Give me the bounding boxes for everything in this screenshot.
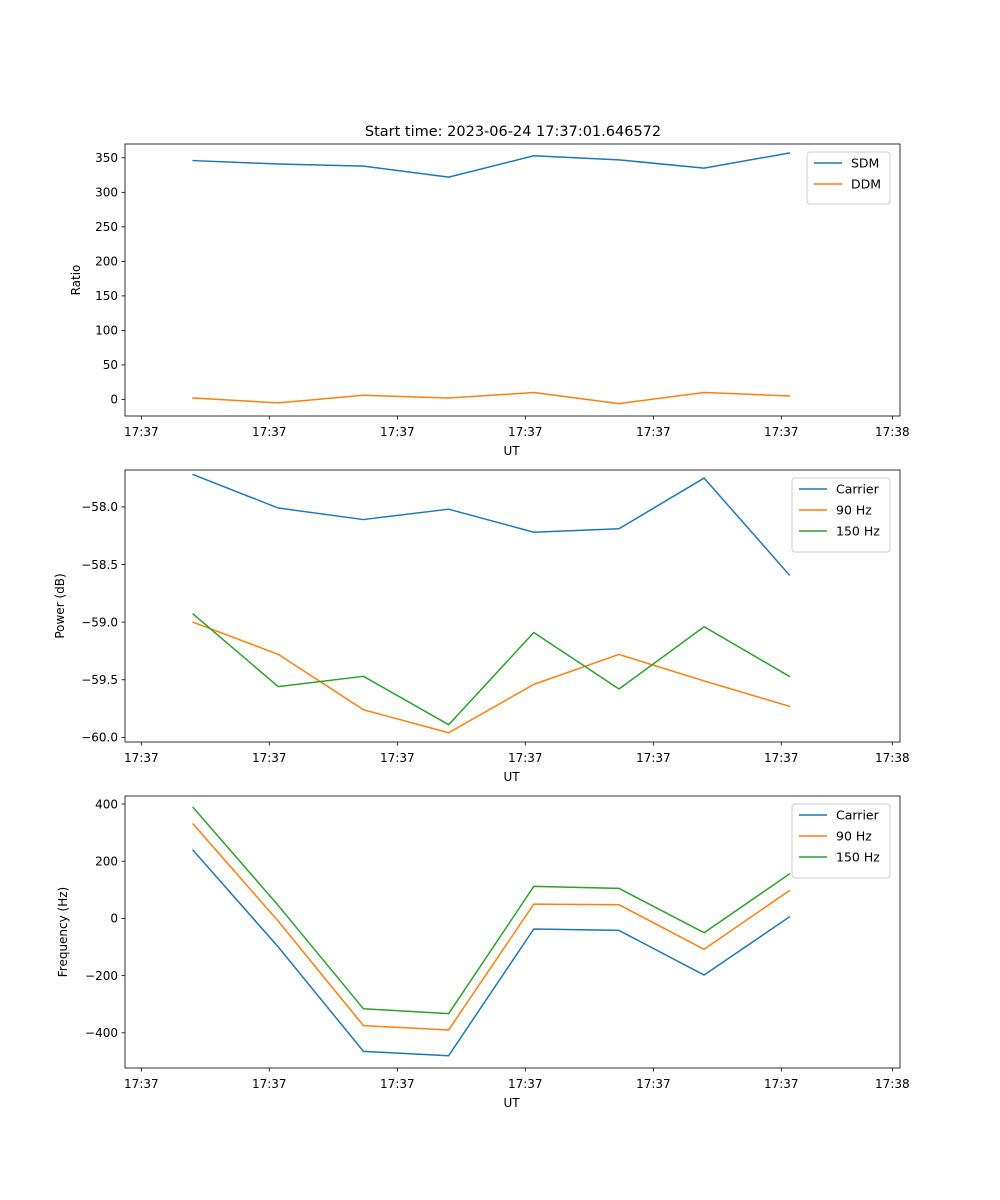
series-line-1-2 (192, 391, 791, 405)
x-tick-label-2-4: 17:37 (508, 751, 543, 765)
y-tick-label-1-3: 100 (95, 324, 118, 338)
legend-label-1-2: DDM (851, 177, 881, 192)
y-tick-label-1-8: 350 (95, 151, 118, 165)
x-tick-label-3-5: 17:37 (636, 1077, 671, 1091)
legend-label-3-3: 150 Hz (836, 850, 880, 865)
y-axis-label-2: Power (dB) (53, 573, 67, 638)
y-tick-label-1-7: 300 (95, 186, 118, 200)
y-tick-label-3-2: −200 (85, 969, 118, 983)
series-line-1-1 (192, 152, 791, 178)
x-tick-label-2-1: 17:37 (124, 751, 159, 765)
series-line-3-1 (192, 849, 791, 1057)
x-tick-label-2-3: 17:37 (380, 751, 415, 765)
x-tick-label-2-2: 17:37 (252, 751, 287, 765)
x-tick-label-3-2: 17:37 (252, 1077, 287, 1091)
legend-box-1 (806, 151, 891, 205)
x-axis-label-2: UT (503, 770, 520, 784)
y-axis-label-3: Frequency (Hz) (56, 887, 70, 978)
legend-label-2-2: 90 Hz (836, 503, 872, 518)
x-tick-label-3-3: 17:37 (380, 1077, 415, 1091)
series-line-2-3 (192, 613, 791, 726)
y-tick-label-3-5: 400 (95, 797, 118, 811)
legend-label-2-1: Carrier (836, 482, 880, 497)
x-tick-label-1-1: 17:37 (124, 425, 159, 439)
y-tick-label-2-3: −59.0 (81, 615, 118, 629)
y-tick-label-3-4: 200 (95, 855, 118, 869)
x-axis-label-1: UT (503, 444, 520, 458)
y-tick-label-1-6: 250 (95, 220, 118, 234)
x-tick-label-2-7: 17:38 (875, 751, 910, 765)
y-tick-label-1-1: 0 (110, 393, 118, 407)
y-tick-label-1-5: 200 (95, 255, 118, 269)
y-axis-label-1: Ratio (69, 265, 83, 296)
x-tick-label-3-7: 17:38 (875, 1077, 910, 1091)
axes-frame-3 (124, 795, 901, 1069)
y-tick-label-2-5: −58.0 (81, 500, 118, 514)
series-line-2-2 (192, 621, 791, 734)
y-tick-label-2-1: −60.0 (81, 731, 118, 745)
series-line-3-3 (192, 806, 791, 1015)
x-tick-label-2-6: 17:37 (764, 751, 799, 765)
y-tick-label-1-2: 50 (103, 358, 118, 372)
x-tick-label-3-4: 17:37 (508, 1077, 543, 1091)
x-tick-label-1-2: 17:37 (252, 425, 287, 439)
y-tick-label-2-2: −59.5 (81, 673, 118, 687)
series-line-3-2 (192, 822, 791, 1031)
x-tick-label-3-1: 17:37 (124, 1077, 159, 1091)
x-axis-label-3: UT (503, 1096, 520, 1110)
legend-box-2 (791, 477, 891, 553)
axes-frame-2 (124, 469, 901, 743)
legend-box-3 (791, 803, 891, 879)
x-tick-label-1-7: 17:38 (875, 425, 910, 439)
y-tick-label-2-4: −58.5 (81, 558, 118, 572)
y-tick-label-3-3: 0 (110, 912, 118, 926)
figure-title: Start time: 2023-06-24 17:37:01.646572 (365, 124, 661, 140)
x-tick-label-1-5: 17:37 (636, 425, 671, 439)
x-tick-label-3-6: 17:37 (764, 1077, 799, 1091)
axes-frame-1 (124, 143, 901, 417)
x-tick-label-1-6: 17:37 (764, 425, 799, 439)
legend-label-2-3: 150 Hz (836, 524, 880, 539)
x-tick-label-1-4: 17:37 (508, 425, 543, 439)
legend-label-3-2: 90 Hz (836, 829, 872, 844)
legend-label-1-1: SDM (851, 156, 879, 171)
y-tick-label-3-1: −400 (85, 1026, 118, 1040)
x-tick-label-1-3: 17:37 (380, 425, 415, 439)
x-tick-label-2-5: 17:37 (636, 751, 671, 765)
y-tick-label-1-4: 150 (95, 289, 118, 303)
legend-label-3-1: Carrier (836, 808, 880, 823)
series-line-2-1 (192, 473, 791, 576)
